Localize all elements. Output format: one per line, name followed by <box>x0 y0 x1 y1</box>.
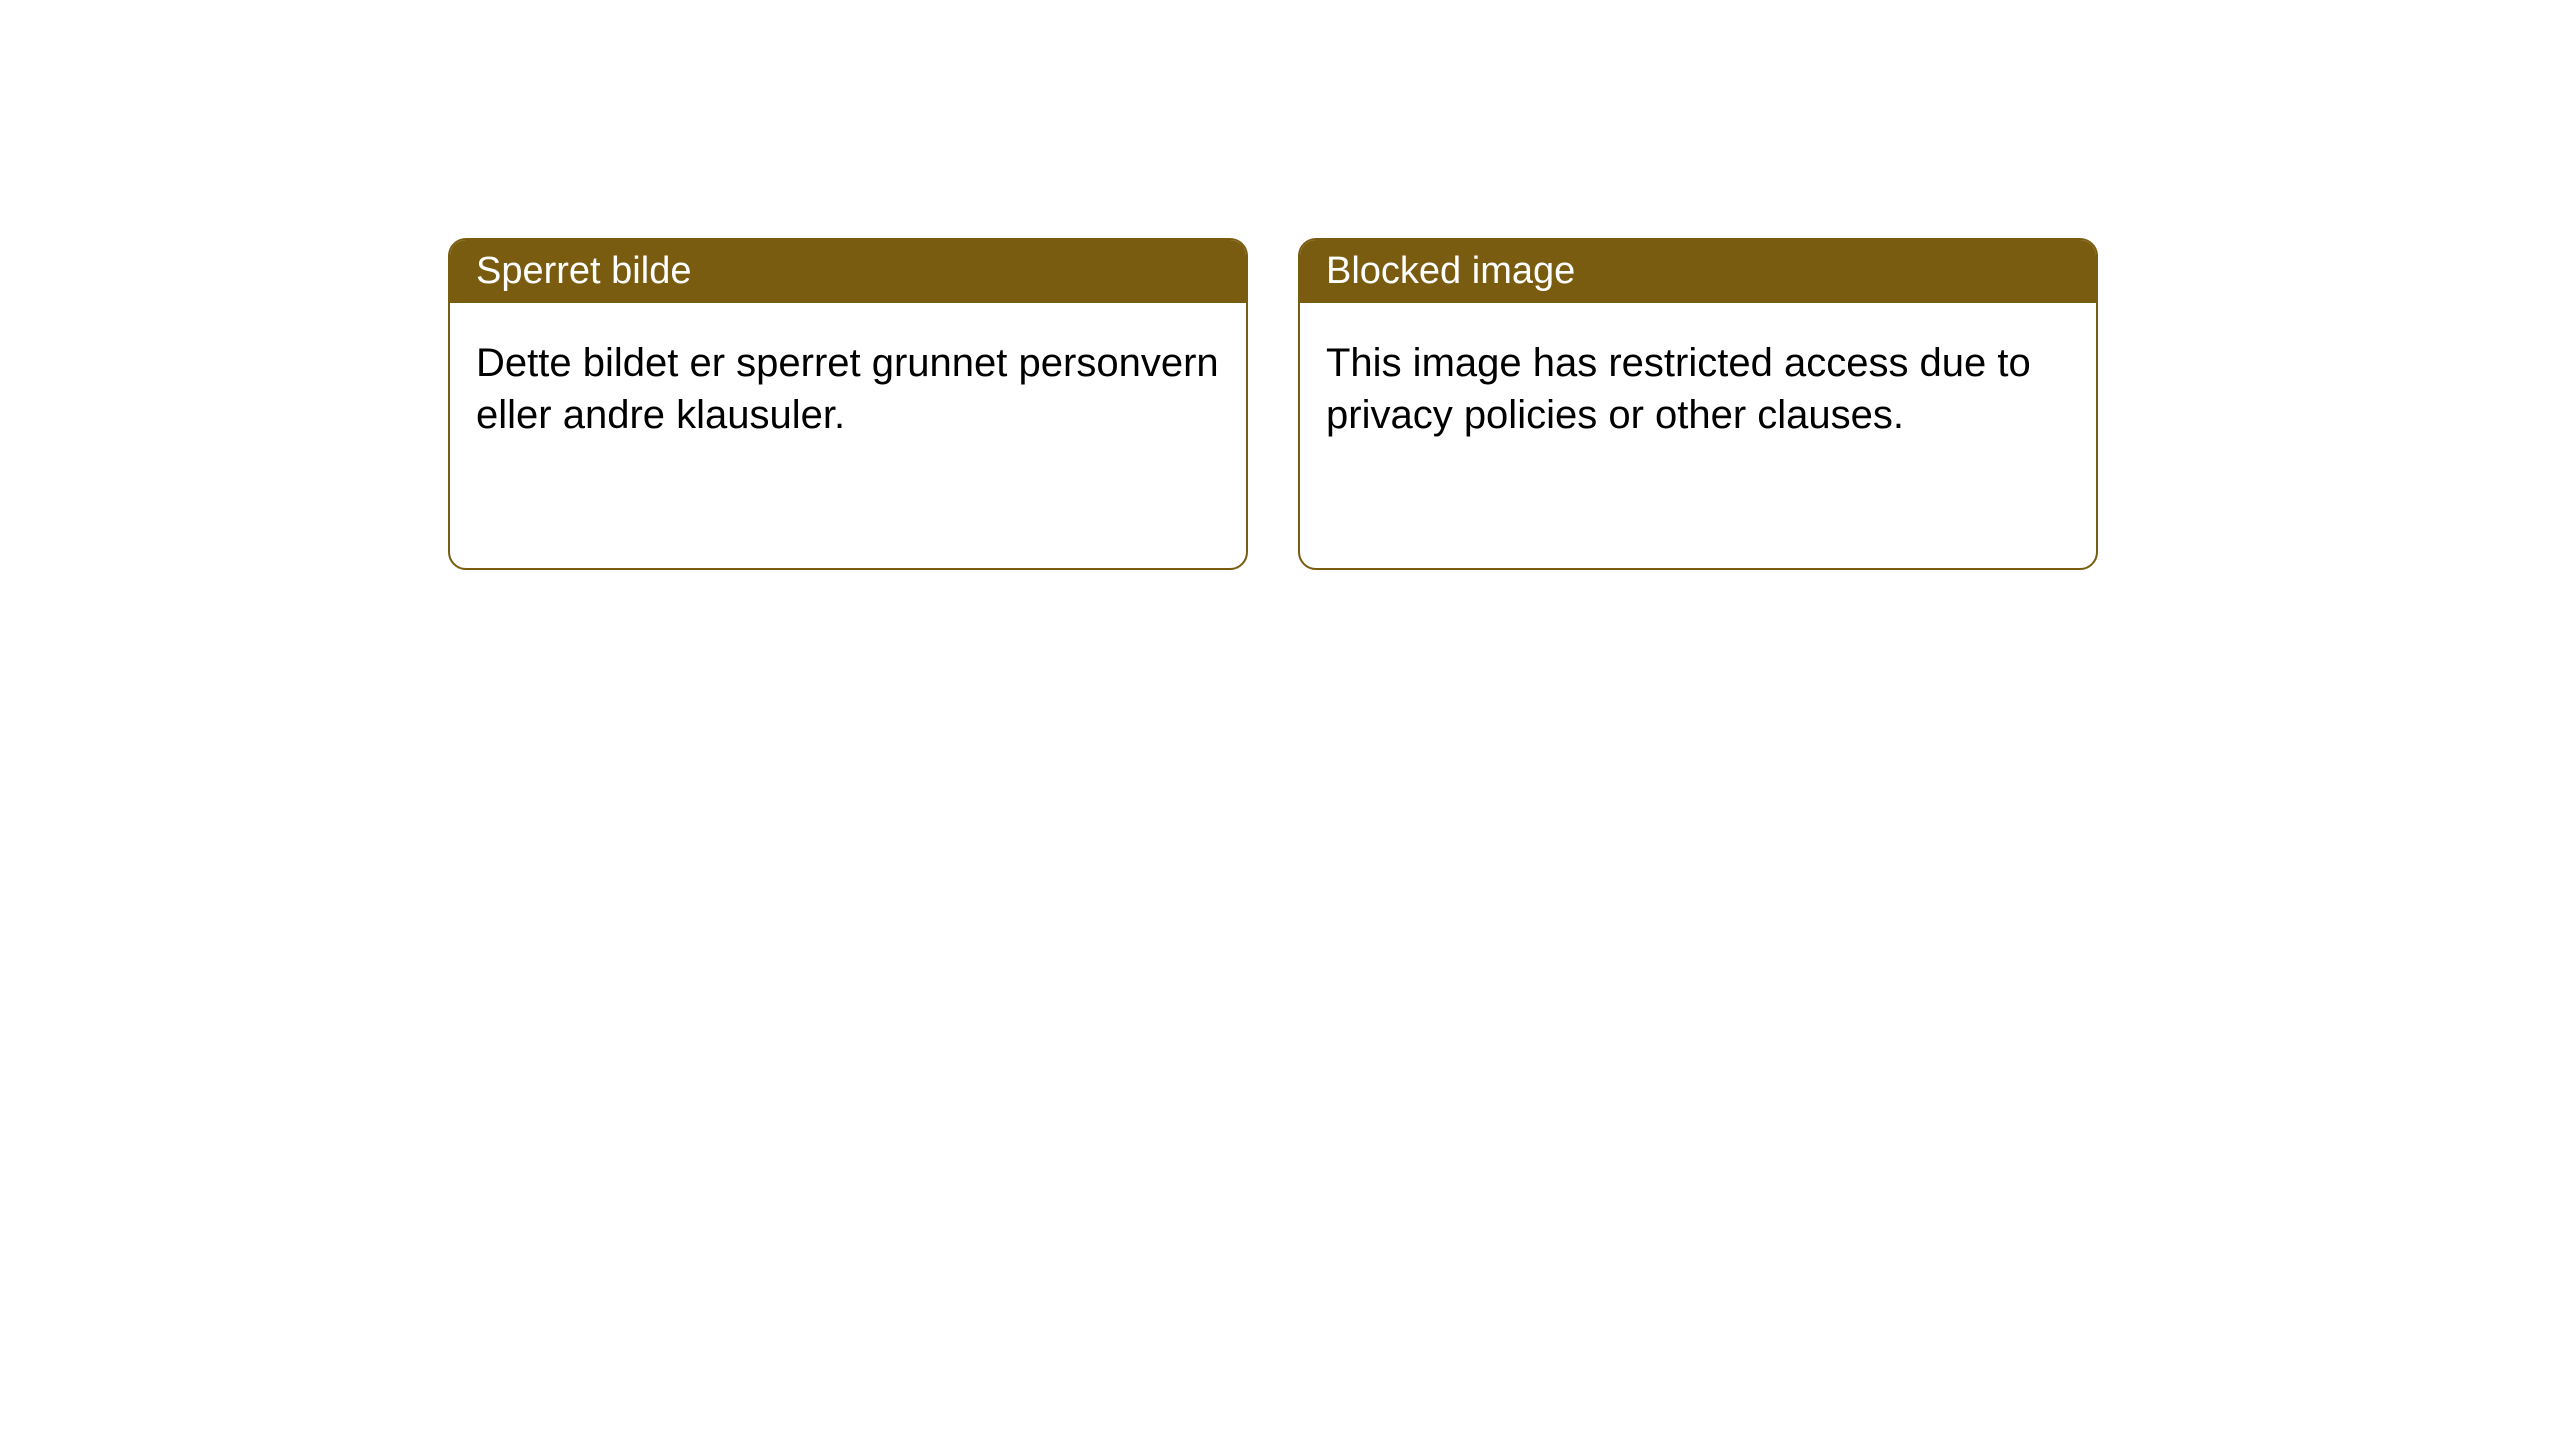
blocked-image-card-english: Blocked image This image has restricted … <box>1298 238 2098 570</box>
card-title: Sperret bilde <box>476 250 691 292</box>
cards-container: Sperret bilde Dette bildet er sperret gr… <box>0 0 2560 570</box>
card-body: Dette bildet er sperret grunnet personve… <box>450 303 1246 475</box>
blocked-image-card-norwegian: Sperret bilde Dette bildet er sperret gr… <box>448 238 1248 570</box>
card-title: Blocked image <box>1326 250 1575 292</box>
card-body-text: This image has restricted access due to … <box>1326 341 2031 437</box>
card-body-text: Dette bildet er sperret grunnet personve… <box>476 341 1219 437</box>
card-header: Blocked image <box>1300 240 2096 303</box>
card-body: This image has restricted access due to … <box>1300 303 2096 475</box>
card-header: Sperret bilde <box>450 240 1246 303</box>
